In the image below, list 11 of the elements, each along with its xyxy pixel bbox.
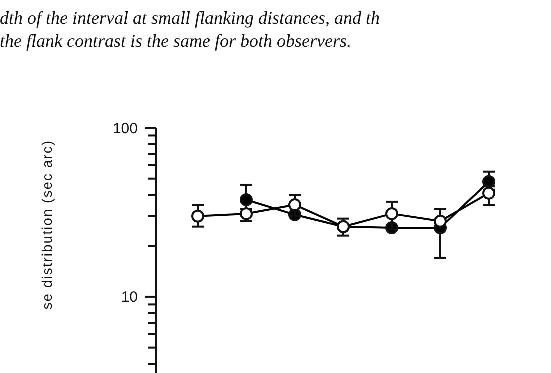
y-tick-label: 10 — [121, 289, 138, 306]
text: dth of the interval at small flanking distances, and th — [0, 8, 380, 28]
y-tick-label: 100 — [112, 120, 138, 138]
point — [434, 214, 447, 228]
point — [240, 193, 253, 206]
point — [482, 186, 496, 200]
point — [386, 207, 398, 220]
y-axis-title: se distribution (sec arc) — [39, 140, 55, 310]
point — [192, 210, 204, 223]
point — [288, 198, 302, 212]
text: the flank contrast is the same for both observers. — [0, 31, 352, 51]
